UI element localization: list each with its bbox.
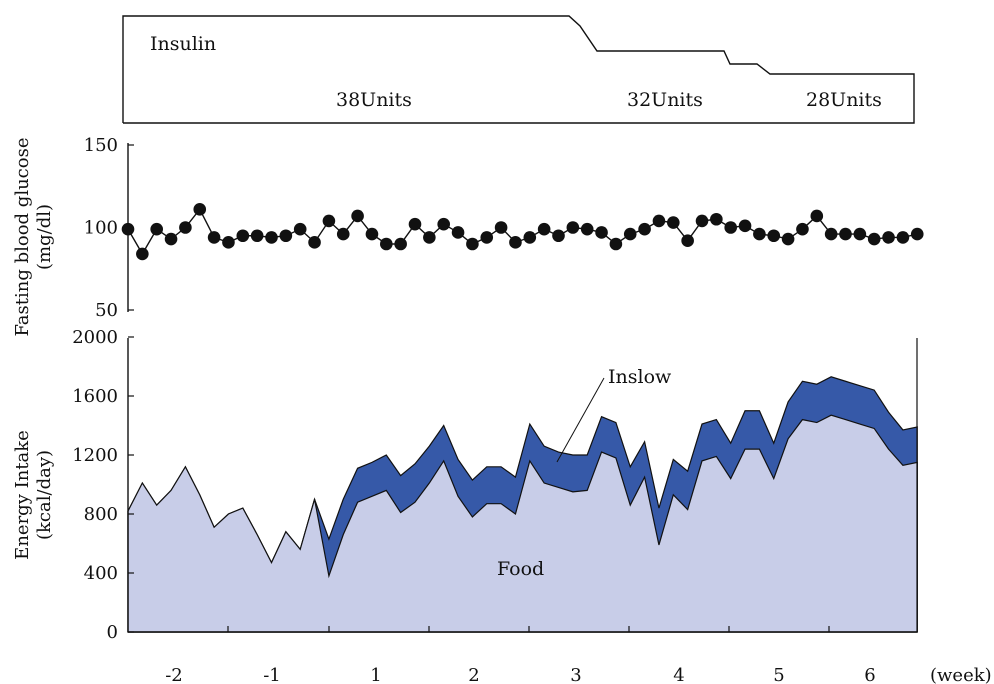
glucose-point xyxy=(882,231,895,244)
glucose-point xyxy=(652,214,666,228)
energy-y-tick-label: 0 xyxy=(107,622,118,643)
glucose-point xyxy=(537,222,551,236)
glucose-point xyxy=(667,216,680,229)
glucose-point xyxy=(451,226,465,239)
glucose-point xyxy=(207,231,221,244)
insulin-dose-step-line xyxy=(122,15,915,124)
x-axis-unit: (week) xyxy=(930,665,992,684)
week-tick-label: -1 xyxy=(263,665,281,684)
week-tick-label: 6 xyxy=(864,665,875,684)
food-annotation: Food xyxy=(497,558,544,580)
glucose-y-tick-label: 100 xyxy=(84,218,118,239)
glucose-point xyxy=(753,227,766,241)
food-area xyxy=(127,414,918,633)
glucose-point xyxy=(265,231,278,244)
glucose-point xyxy=(308,236,321,249)
glucose-y-tick-label: 150 xyxy=(84,135,118,156)
energy-panel: 0 400 800 1200 1600 2000 -2 -1 1 2 3 4 5 6 Inslow Fo… xyxy=(72,327,991,684)
glucose-point xyxy=(710,212,723,226)
energy-y-tick-label: 2000 xyxy=(72,327,118,348)
glucose-point xyxy=(193,203,207,216)
glucose-panel: 50 100 150 xyxy=(84,135,924,321)
dose-label-32: 32Units xyxy=(627,89,703,111)
glucose-point xyxy=(150,222,163,236)
glucose-point xyxy=(279,229,293,243)
glucose-point xyxy=(365,227,379,241)
glucose-point xyxy=(853,227,867,241)
glucose-point xyxy=(910,227,924,241)
glucose-point xyxy=(509,236,522,249)
energy-y-tick-label: 800 xyxy=(84,504,118,525)
glucose-point xyxy=(437,217,451,231)
glucose-point xyxy=(336,227,350,241)
glucose-point xyxy=(552,229,565,243)
glucose-point xyxy=(293,222,307,236)
week-tick-label: 4 xyxy=(673,665,684,684)
glucose-point xyxy=(867,232,881,246)
energy-y-tick-label: 1600 xyxy=(72,386,118,407)
glucose-point xyxy=(638,222,651,236)
glucose-point xyxy=(380,237,393,251)
glucose-point xyxy=(351,209,364,223)
glucose-y-axis-title: Fasting blood glucose(mg/dl) xyxy=(12,138,55,337)
insulin-label: Insulin xyxy=(150,33,216,55)
glucose-point xyxy=(767,229,781,243)
glucose-point xyxy=(408,217,422,231)
week-tick-label: -2 xyxy=(165,665,183,684)
glucose-point xyxy=(236,229,250,243)
inslow-annotation: Inslow xyxy=(608,366,672,388)
glucose-point xyxy=(121,222,135,236)
glucose-point xyxy=(394,237,407,251)
glucose-point xyxy=(595,226,608,239)
glucose-point xyxy=(494,221,508,234)
energy-y-tick-label: 400 xyxy=(84,563,118,584)
glucose-point xyxy=(623,227,637,241)
glucose-point xyxy=(824,227,838,241)
week-tick-label: 5 xyxy=(773,665,784,684)
week-tick-label: 3 xyxy=(570,665,581,684)
glucose-point xyxy=(609,237,623,251)
glucose-point xyxy=(322,214,336,228)
glucose-point xyxy=(896,231,910,244)
week-tick-label: 2 xyxy=(468,665,479,684)
glucose-point xyxy=(566,221,580,234)
glucose-point xyxy=(695,214,709,228)
glucose-point xyxy=(580,222,594,236)
glucose-point xyxy=(523,231,537,244)
glucose-point xyxy=(179,221,192,234)
inslow-pointer xyxy=(556,377,605,463)
glucose-y-tick-label: 50 xyxy=(95,300,118,321)
glucose-point xyxy=(466,237,479,251)
glucose-point xyxy=(136,247,149,261)
energy-y-tick-label: 1200 xyxy=(72,445,118,466)
week-tick-label: 1 xyxy=(370,665,381,684)
glucose-point xyxy=(738,219,752,233)
glucose-point xyxy=(839,227,852,241)
glucose-point xyxy=(222,236,235,249)
dose-label-38: 38Units xyxy=(336,89,412,111)
glucose-point xyxy=(423,231,436,244)
insulin-panel: Insulin 38Units 32Units 28Units xyxy=(122,15,915,124)
dose-label-28: 28Units xyxy=(806,89,882,111)
glucose-point xyxy=(724,221,737,234)
glucose-point xyxy=(810,209,824,223)
glucose-point xyxy=(480,231,494,244)
glucose-point xyxy=(681,234,694,247)
glucose-point xyxy=(796,222,809,236)
glucose-point xyxy=(164,232,178,246)
glucose-point xyxy=(250,229,264,243)
energy-y-axis-title: Energy Intake(kcal/day) xyxy=(12,430,55,560)
glucose-point xyxy=(781,232,795,246)
